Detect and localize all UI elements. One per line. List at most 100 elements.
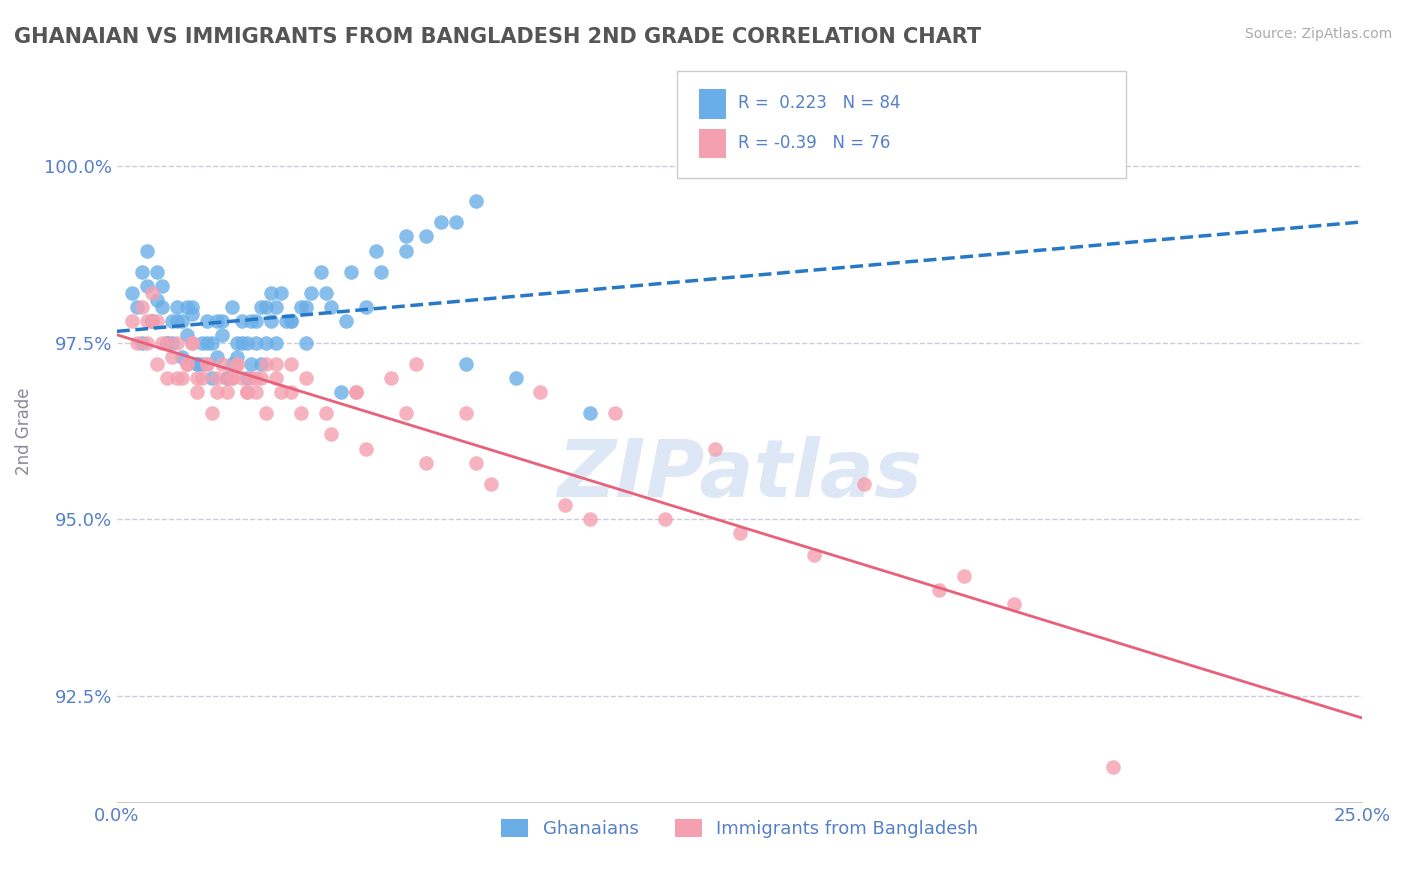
Point — [464, 194, 486, 208]
Text: ZIPatlas: ZIPatlas — [557, 436, 922, 515]
Point — [295, 371, 318, 385]
Text: R =  0.223   N = 84: R = 0.223 N = 84 — [738, 94, 901, 112]
Point — [266, 300, 288, 314]
Point — [430, 215, 453, 229]
Point — [160, 314, 183, 328]
Point — [225, 357, 247, 371]
Text: Source: ZipAtlas.com: Source: ZipAtlas.com — [1244, 27, 1392, 41]
Point — [454, 406, 477, 420]
Point — [344, 384, 367, 399]
Point — [245, 371, 267, 385]
Legend: Ghanaians, Immigrants from Bangladesh: Ghanaians, Immigrants from Bangladesh — [494, 812, 986, 846]
Point — [344, 384, 367, 399]
Point — [254, 406, 277, 420]
Point — [853, 477, 876, 491]
Point — [146, 265, 169, 279]
Point — [205, 350, 228, 364]
Point — [270, 285, 292, 300]
Point — [141, 285, 163, 300]
Point — [654, 512, 676, 526]
Point — [221, 300, 243, 314]
Point — [205, 371, 228, 385]
Point — [254, 357, 277, 371]
Point — [579, 512, 602, 526]
Point — [295, 300, 318, 314]
Point — [415, 229, 437, 244]
Point — [156, 335, 179, 350]
Point — [221, 357, 243, 371]
Point — [205, 384, 228, 399]
Point — [245, 335, 267, 350]
Point — [221, 371, 243, 385]
Point — [280, 314, 302, 328]
Point — [170, 371, 193, 385]
Point — [295, 335, 318, 350]
Point — [141, 314, 163, 328]
Point — [225, 357, 247, 371]
Point — [211, 314, 233, 328]
Point — [266, 335, 288, 350]
Point — [928, 583, 950, 598]
Point — [211, 328, 233, 343]
Point — [190, 371, 212, 385]
Point — [195, 357, 218, 371]
Point — [170, 314, 193, 328]
FancyBboxPatch shape — [678, 70, 1126, 178]
Point — [231, 314, 253, 328]
Point — [135, 244, 157, 258]
Point — [180, 335, 202, 350]
Point — [170, 350, 193, 364]
Point — [195, 357, 218, 371]
Point — [201, 335, 224, 350]
Point — [803, 548, 825, 562]
Point — [529, 384, 551, 399]
Point — [176, 357, 198, 371]
Point — [225, 335, 247, 350]
Point — [146, 314, 169, 328]
Point — [270, 384, 292, 399]
Point — [231, 335, 253, 350]
Point — [405, 357, 427, 371]
Point — [444, 215, 467, 229]
Point — [176, 328, 198, 343]
Y-axis label: 2nd Grade: 2nd Grade — [15, 387, 32, 475]
Point — [146, 357, 169, 371]
Point — [221, 371, 243, 385]
Point — [240, 314, 263, 328]
Point — [160, 335, 183, 350]
Point — [166, 371, 188, 385]
Point — [260, 314, 283, 328]
Point — [464, 456, 486, 470]
Point — [1102, 760, 1125, 774]
Point — [141, 314, 163, 328]
Point — [266, 357, 288, 371]
Point — [1002, 597, 1025, 611]
Point — [235, 384, 257, 399]
Point — [180, 307, 202, 321]
Point — [156, 335, 179, 350]
Point — [395, 229, 418, 244]
Point — [395, 244, 418, 258]
Point — [166, 314, 188, 328]
Point — [201, 371, 224, 385]
Point — [190, 335, 212, 350]
Point — [260, 285, 283, 300]
Point — [156, 371, 179, 385]
Point — [364, 244, 387, 258]
Point — [728, 526, 751, 541]
Point — [290, 300, 312, 314]
Point — [215, 371, 238, 385]
Point — [554, 498, 576, 512]
Point — [280, 357, 302, 371]
Point — [395, 406, 418, 420]
Point — [131, 335, 153, 350]
Point — [186, 357, 208, 371]
Point — [121, 285, 143, 300]
Point — [135, 314, 157, 328]
Point — [215, 371, 238, 385]
Point — [321, 300, 343, 314]
Point — [266, 371, 288, 385]
Point — [141, 314, 163, 328]
Bar — [699, 128, 725, 159]
Text: R = -0.39   N = 76: R = -0.39 N = 76 — [738, 134, 891, 152]
